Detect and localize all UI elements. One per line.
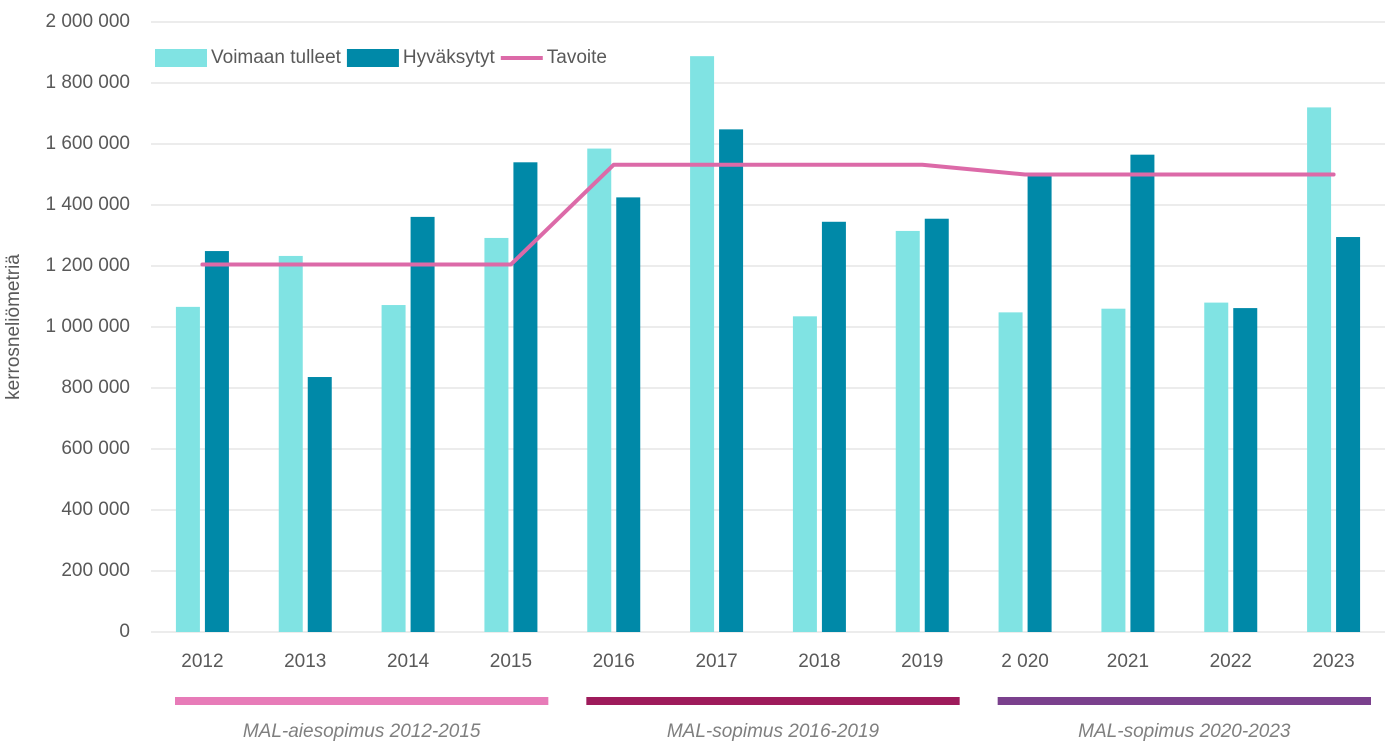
bar <box>410 216 435 632</box>
y-tick-label: 1 000 000 <box>45 316 130 337</box>
bar <box>204 251 229 632</box>
period-bar <box>175 697 549 705</box>
bar <box>1027 174 1052 632</box>
bar <box>587 148 612 632</box>
legend-label: Voimaan tulleet <box>211 47 342 68</box>
y-tick-label: 1 800 000 <box>45 72 130 93</box>
bar <box>998 312 1023 632</box>
period-label: MAL-sopimus 2020-2023 <box>1078 721 1291 742</box>
legend-label: Hyväksytyt <box>403 47 496 68</box>
x-tick-label: 2016 <box>593 651 635 672</box>
bar <box>616 197 641 632</box>
y-tick-label: 1 400 000 <box>45 194 130 215</box>
legend-swatch <box>155 49 207 67</box>
y-tick-label: 800 000 <box>61 377 130 398</box>
bar <box>719 129 744 633</box>
bar <box>895 230 920 633</box>
x-tick-label: 2022 <box>1210 651 1252 672</box>
y-tick-label: 1 200 000 <box>45 255 130 276</box>
legend-label: Tavoite <box>547 47 607 68</box>
y-tick-label: 2 000 000 <box>45 11 130 32</box>
bar <box>513 162 538 633</box>
bar <box>821 221 846 632</box>
line <box>200 162 1336 267</box>
x-tick-label: 2021 <box>1107 651 1149 672</box>
x-tick-label: 2017 <box>695 651 737 672</box>
y-tick-label: 600 000 <box>61 438 130 459</box>
period-label: MAL-sopimus 2016-2019 <box>667 721 880 742</box>
bar <box>924 218 949 632</box>
bar <box>1336 237 1361 632</box>
bar <box>307 377 332 632</box>
x-tick-label: 2013 <box>284 651 326 672</box>
legend-swatch <box>346 49 399 67</box>
bar <box>484 237 509 632</box>
bar <box>381 305 406 632</box>
y-tick-label: 0 <box>119 621 130 642</box>
bar <box>1307 107 1332 632</box>
bar <box>690 56 715 633</box>
y-tick-label: 200 000 <box>61 560 130 581</box>
x-tick-label: 2014 <box>387 651 430 672</box>
bar <box>175 306 200 632</box>
period-label: MAL-aiesopimus 2012-2015 <box>243 721 481 742</box>
bar <box>792 316 817 632</box>
y-tick-label: 400 000 <box>61 499 130 520</box>
y-tick-label: 1 600 000 <box>45 133 130 154</box>
x-tick-label: 2015 <box>490 651 532 672</box>
bar <box>278 255 303 632</box>
x-tick-label: 2018 <box>798 651 840 672</box>
x-tick-label: 2023 <box>1312 651 1354 672</box>
period-bar <box>586 697 960 705</box>
y-axis-label: kerrosneliömetriä <box>3 254 24 400</box>
bar <box>1233 308 1258 632</box>
bar <box>1204 302 1229 632</box>
x-tick-label: 2012 <box>181 651 223 672</box>
bar <box>1130 154 1155 633</box>
bar <box>1101 308 1126 632</box>
x-tick-label: 2 020 <box>1001 651 1049 672</box>
period-bar <box>997 697 1371 705</box>
x-tick-label: 2019 <box>901 651 943 672</box>
